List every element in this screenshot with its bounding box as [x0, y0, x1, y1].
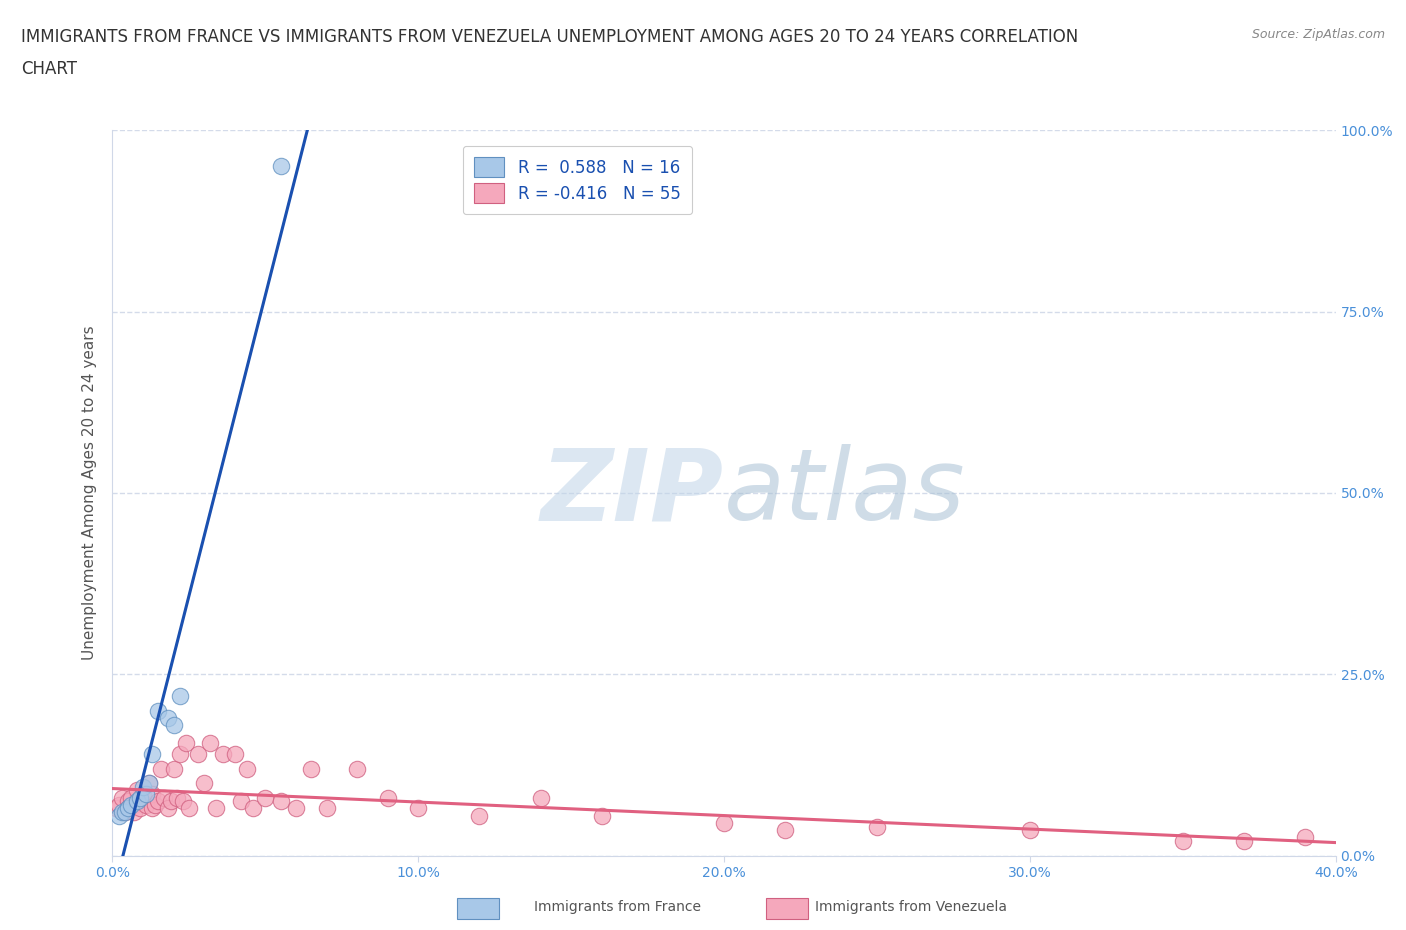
Point	[163, 761, 186, 776]
Point	[187, 747, 209, 762]
Point	[713, 816, 735, 830]
Point	[270, 794, 292, 809]
Point	[117, 801, 139, 816]
Point	[408, 801, 430, 816]
Point	[177, 801, 200, 816]
Point	[591, 808, 613, 823]
Point	[122, 804, 145, 819]
Point	[111, 790, 134, 805]
Point	[117, 801, 139, 816]
Point	[125, 783, 148, 798]
Point	[150, 761, 173, 776]
Point	[530, 790, 553, 805]
Point	[107, 808, 129, 823]
Point	[159, 794, 181, 809]
Point	[205, 801, 228, 816]
Text: atlas: atlas	[724, 445, 966, 541]
Point	[254, 790, 277, 805]
Point	[117, 794, 139, 809]
Point	[775, 823, 797, 838]
Point	[148, 794, 170, 809]
Point	[284, 801, 308, 816]
Text: Immigrants from France: Immigrants from France	[534, 899, 702, 914]
Point	[468, 808, 491, 823]
Point	[315, 801, 337, 816]
Point	[148, 703, 170, 718]
Point	[135, 787, 157, 802]
Point	[138, 776, 160, 790]
Point	[163, 718, 186, 733]
Point	[1294, 830, 1316, 845]
Point	[156, 801, 179, 816]
Point	[174, 736, 197, 751]
Point	[153, 790, 176, 805]
Point	[169, 747, 191, 762]
Legend: R =  0.588   N = 16, R = -0.416   N = 55: R = 0.588 N = 16, R = -0.416 N = 55	[463, 146, 692, 214]
Text: CHART: CHART	[21, 60, 77, 78]
Point	[132, 787, 155, 802]
Point	[236, 761, 259, 776]
Text: Source: ZipAtlas.com: Source: ZipAtlas.com	[1251, 28, 1385, 41]
Point	[156, 711, 179, 725]
Point	[229, 794, 252, 809]
Point	[166, 790, 188, 805]
Point	[111, 804, 134, 819]
Point	[211, 747, 233, 762]
Point	[1018, 823, 1040, 838]
Point	[129, 801, 152, 816]
Point	[135, 797, 157, 812]
Point	[143, 797, 166, 812]
Point	[120, 797, 142, 812]
Point	[138, 776, 160, 790]
Point	[377, 790, 399, 805]
Point	[1171, 833, 1194, 848]
Point	[1233, 833, 1256, 848]
Point	[120, 790, 142, 805]
Point	[193, 776, 215, 790]
Point	[169, 688, 191, 703]
Point	[299, 761, 322, 776]
Point	[107, 797, 129, 812]
Point	[141, 787, 163, 802]
Point	[104, 801, 127, 816]
Point	[114, 804, 136, 819]
Point	[270, 159, 292, 174]
Point	[114, 804, 136, 819]
Point	[242, 801, 264, 816]
Point	[129, 790, 152, 805]
Text: IMMIGRANTS FROM FRANCE VS IMMIGRANTS FROM VENEZUELA UNEMPLOYMENT AMONG AGES 20 T: IMMIGRANTS FROM FRANCE VS IMMIGRANTS FRO…	[21, 28, 1078, 46]
Point	[866, 819, 889, 834]
Point	[141, 747, 163, 762]
Point	[224, 747, 246, 762]
Point	[200, 736, 222, 751]
Point	[122, 797, 145, 812]
Text: ZIP: ZIP	[541, 445, 724, 541]
Point	[132, 779, 155, 794]
Text: Immigrants from Venezuela: Immigrants from Venezuela	[815, 899, 1008, 914]
Point	[141, 801, 163, 816]
Point	[125, 794, 148, 809]
Y-axis label: Unemployment Among Ages 20 to 24 years: Unemployment Among Ages 20 to 24 years	[82, 326, 97, 660]
Point	[346, 761, 368, 776]
Point	[172, 794, 194, 809]
